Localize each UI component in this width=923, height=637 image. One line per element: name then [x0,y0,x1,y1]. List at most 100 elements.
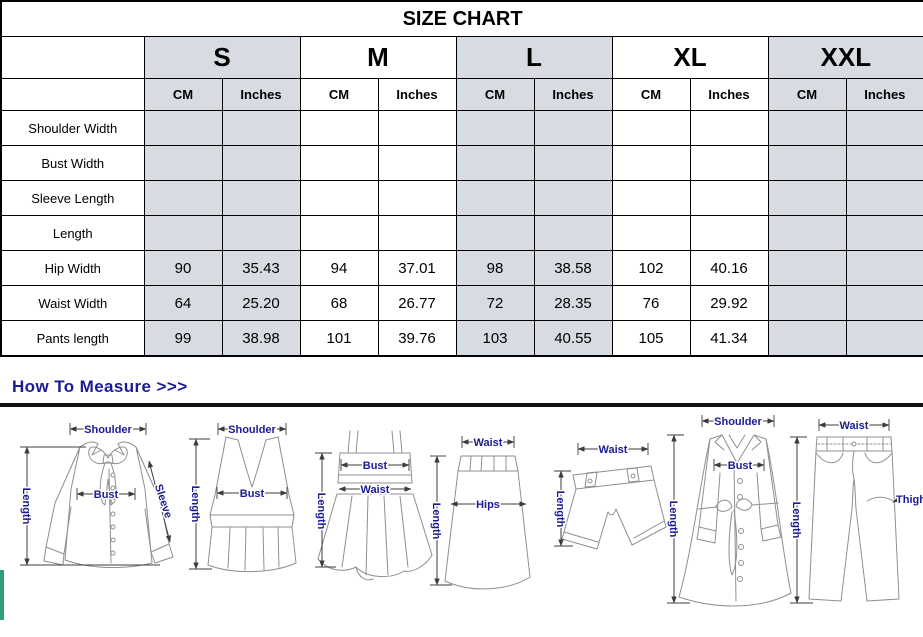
measurement-cell [767,180,847,216]
measurement-cell [455,110,535,146]
pants-diagram: Waist Thigh Length [789,419,923,604]
unit-header: CM [143,78,223,111]
bust-measure-label: Bust [94,489,119,501]
garment-outline [317,430,433,581]
measurement-cell: 76 [611,285,691,321]
row-label: Hip Width [0,250,145,286]
measurement-cell: 64 [143,285,223,321]
size-header-xl: XL [611,36,769,79]
bust-measure-label: Bust [240,488,265,500]
how-to-measure-heading: How To Measure >>> [12,377,188,396]
bust-measure-label: Bust [728,460,753,472]
measurement-cell: 68 [299,285,379,321]
measurement-cell [533,215,613,251]
unit-header: CM [299,78,379,111]
measurement-cell: 38.58 [533,250,613,286]
row-label: Sleeve Length [0,180,145,216]
measurement-cell [377,180,457,216]
measurement-cell: 102 [611,250,691,286]
measurement-cell [611,180,691,216]
length-measure-label: Length [554,491,566,528]
shoulder-measure-label: Shoulder [228,424,276,436]
measurement-cell [533,180,613,216]
unit-header: Inches [689,78,769,111]
measurement-cell [767,215,847,251]
garment-outline [444,455,531,590]
row-label: Bust Width [0,145,145,181]
measurement-cell [611,110,691,146]
size-header-m: M [299,36,457,79]
sleeve-arrow [148,460,171,543]
measurement-cell: 72 [455,285,535,321]
measurement-cell: 41.34 [689,320,769,357]
table-row-pants-length: Pants length 99 38.98 101 39.76 103 40.5… [0,320,923,357]
size-header-s: S [143,36,301,79]
size-header-l: L [455,36,613,79]
measurement-cell [221,110,301,146]
title-row: SIZE CHART [0,0,923,37]
skirt-diagram: Waist Hips Length [429,436,531,590]
unit-header-row: CM Inches CM Inches CM Inches CM Inches … [0,78,923,111]
measurement-cell: 101 [299,320,379,357]
corner-cell [0,36,145,79]
length-measure-label: Length [315,493,327,530]
measurement-cell [455,180,535,216]
measurement-cell: 40.16 [689,250,769,286]
measurement-cell [689,180,769,216]
measurement-cell [533,145,613,181]
measurement-cell [455,215,535,251]
measurement-cell: 26.77 [377,285,457,321]
measurement-cell: 99 [143,320,223,357]
unit-header: Inches [377,78,457,111]
thigh-measure-label: Thigh [896,494,923,506]
measurement-cell: 39.76 [377,320,457,357]
measurement-cell [377,145,457,181]
thigh-arrow [892,496,906,503]
waist-measure-label: Waist [474,437,503,449]
measurement-cell [221,145,301,181]
measurement-cell: 38.98 [221,320,301,357]
page-title: SIZE CHART [0,0,923,37]
green-edge-strip [0,570,4,620]
size-header-xxl: XXL [767,36,923,79]
unit-header: CM [611,78,691,111]
measurement-cell [221,215,301,251]
measurement-cell [611,215,691,251]
bust-measure-label: Bust [363,460,388,472]
row-label: Waist Width [0,285,145,321]
garment-outline [207,436,297,572]
measurement-cell [767,285,847,321]
measurement-cell [767,110,847,146]
measurement-cell [299,180,379,216]
tank-top-diagram: Shoulder Bust Length [188,423,297,572]
length-measure-label: Length [667,501,679,538]
waist-measure-label: Waist [361,484,390,496]
measurement-cell: 103 [455,320,535,357]
measurement-cell [299,110,379,146]
unit-header: CM [455,78,535,111]
unit-header: Inches [221,78,301,111]
hips-measure-label: Hips [476,499,500,511]
shoulder-measure-label: Shoulder [714,416,762,428]
measurement-cell [143,180,223,216]
garment-outline [678,434,792,607]
measurement-cell [377,215,457,251]
shorts-diagram: Waist Length [553,443,667,550]
table-row-shoulder-width: Shoulder Width [0,110,923,146]
unit-header: Inches [533,78,613,111]
measurement-cell [143,145,223,181]
measurement-cell: 105 [611,320,691,357]
corner-cell [0,78,145,111]
table-row-length: Length [0,215,923,251]
measurement-cell [845,320,923,357]
measurement-cell: 28.35 [533,285,613,321]
coat-diagram: Shoulder Bust Length [666,415,792,607]
measurement-cell [689,145,769,181]
length-measure-label: Length [189,486,201,523]
measurement-cell: 40.55 [533,320,613,357]
measurement-cell [299,145,379,181]
measurement-cell [845,285,923,321]
garment-outline [561,465,667,550]
table-row-hip-width: Hip Width 90 35.43 94 37.01 98 38.58 102… [0,250,923,286]
